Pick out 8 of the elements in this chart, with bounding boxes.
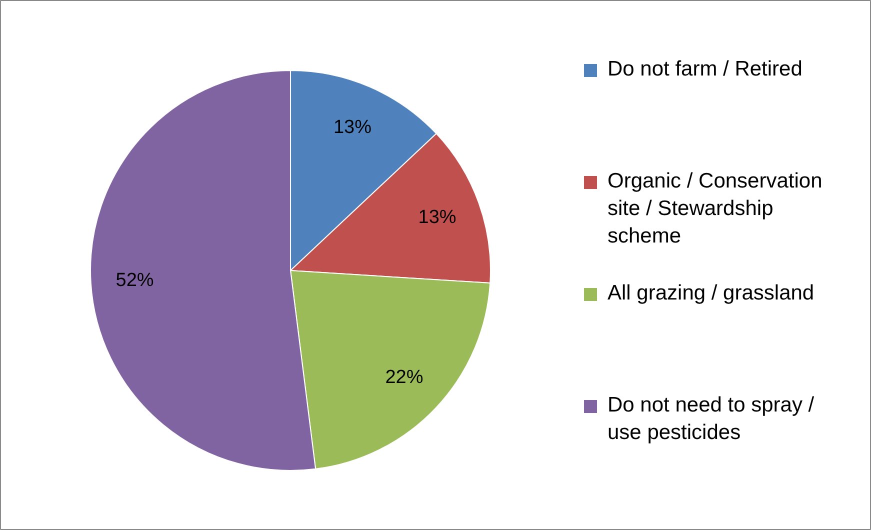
legend-label: All grazing / grassland xyxy=(608,282,814,304)
legend-label: Do not farm / Retired xyxy=(608,58,802,80)
data-label: 22% xyxy=(385,366,424,388)
data-label: 13% xyxy=(418,207,456,228)
data-label: 13% xyxy=(333,116,372,138)
legend-label: Organic / Conservation site / Stewardship scheme xyxy=(608,170,822,248)
data-label: 52% xyxy=(116,270,154,291)
legend-label: Do not need to spray / use pesticides xyxy=(608,394,814,444)
